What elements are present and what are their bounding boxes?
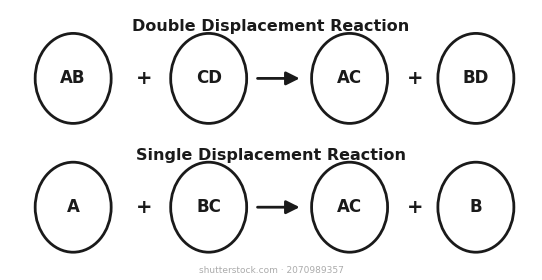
Text: +: + (136, 69, 152, 88)
Text: Double Displacement Reaction: Double Displacement Reaction (132, 19, 410, 34)
Text: shutterstock.com · 2070989357: shutterstock.com · 2070989357 (198, 266, 344, 275)
Text: B: B (469, 198, 482, 216)
Text: AC: AC (337, 69, 362, 87)
Text: AC: AC (337, 198, 362, 216)
Text: +: + (136, 198, 152, 217)
Text: A: A (67, 198, 80, 216)
Text: Single Displacement Reaction: Single Displacement Reaction (136, 148, 406, 163)
Text: AB: AB (60, 69, 86, 87)
Text: +: + (406, 69, 423, 88)
Text: BC: BC (196, 198, 221, 216)
Text: BD: BD (463, 69, 489, 87)
Text: +: + (406, 198, 423, 217)
Text: CD: CD (196, 69, 222, 87)
